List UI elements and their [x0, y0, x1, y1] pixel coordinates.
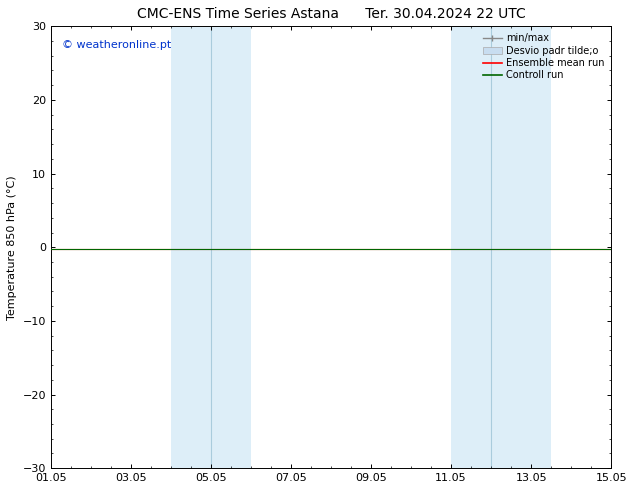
Bar	[451, 26, 491, 468]
Bar	[211, 26, 251, 468]
Text: © weatheronline.pt: © weatheronline.pt	[62, 40, 171, 49]
Legend: min/max, Desvio padr tilde;o, Ensemble mean run, Controll run: min/max, Desvio padr tilde;o, Ensemble m…	[481, 31, 606, 82]
Bar	[491, 26, 551, 468]
Bar	[171, 26, 211, 468]
Title: CMC-ENS Time Series Astana      Ter. 30.04.2024 22 UTC: CMC-ENS Time Series Astana Ter. 30.04.20…	[137, 7, 526, 21]
Y-axis label: Temperature 850 hPa (°C): Temperature 850 hPa (°C)	[7, 175, 17, 319]
